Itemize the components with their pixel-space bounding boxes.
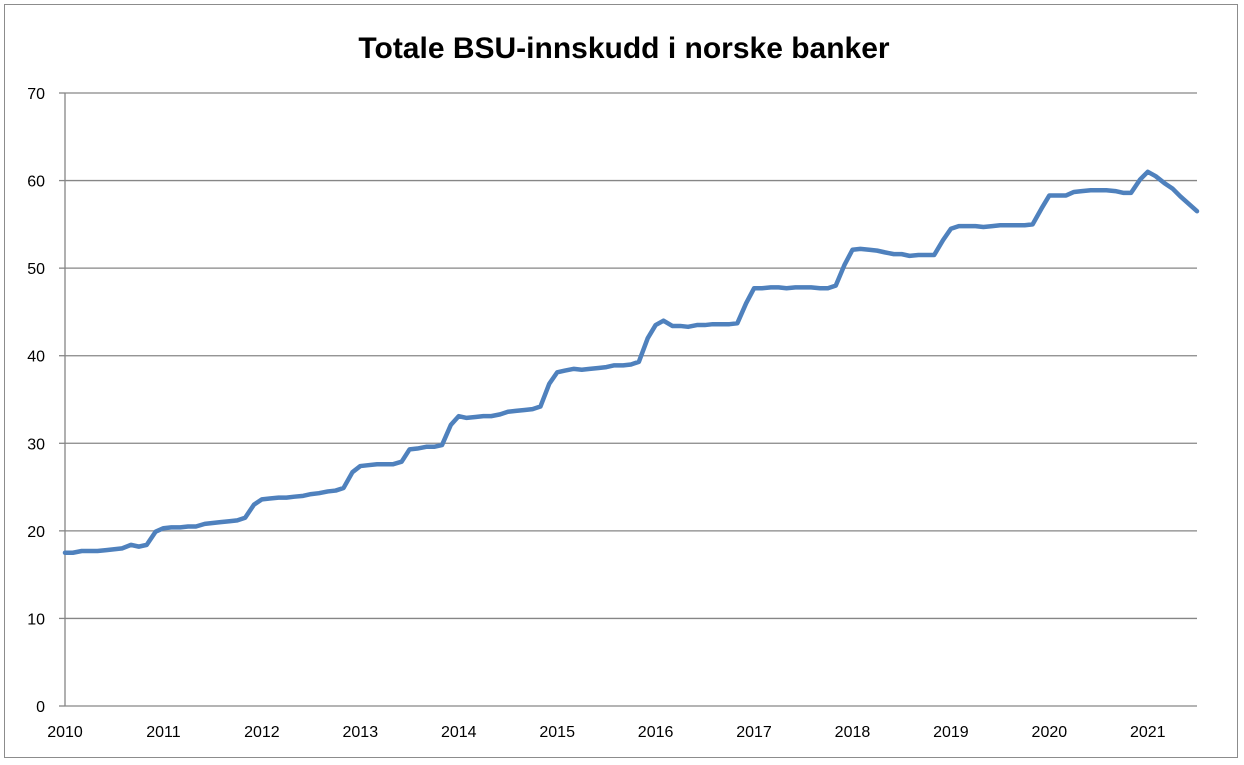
y-tick-label: 30 <box>27 436 45 453</box>
x-tick-label: 2014 <box>441 724 477 741</box>
y-tick-label: 0 <box>36 699 45 716</box>
y-tick-label: 40 <box>27 349 45 366</box>
chart-title: Totale BSU-innskudd i norske banker <box>358 32 890 65</box>
x-tick-label: 2021 <box>1130 724 1166 741</box>
y-tick-label: 10 <box>27 611 45 628</box>
y-tick-label: 50 <box>27 261 45 278</box>
axes <box>59 92 1197 707</box>
x-tick-label: 2012 <box>244 724 280 741</box>
x-tick-label: 2017 <box>736 724 772 741</box>
x-tick-label: 2013 <box>343 724 379 741</box>
x-tick-label: 2010 <box>47 724 83 741</box>
x-tick-label: 2015 <box>539 724 575 741</box>
x-tick-label: 2011 <box>146 724 181 741</box>
series-layer <box>62 169 1200 555</box>
gridlines <box>65 92 1197 620</box>
x-axis-tick-labels: 2010 2011 2012 2013 2014 2015 2016 2017 2018 2019… <box>47 724 1165 741</box>
y-tick-label: 20 <box>27 524 45 541</box>
x-tick-label: 2018 <box>835 724 871 741</box>
chart-area <box>4 4 1238 758</box>
series-line <box>62 169 1200 555</box>
y-axis-tick-labels: 0 10 20 30 40 50 60 70 <box>27 86 45 716</box>
y-tick-label: 60 <box>27 174 45 191</box>
x-tick-label: 2020 <box>1032 724 1068 741</box>
x-tick-label: 2019 <box>933 724 969 741</box>
x-tick-label: 2016 <box>638 724 674 741</box>
y-tick-label: 70 <box>27 86 45 103</box>
